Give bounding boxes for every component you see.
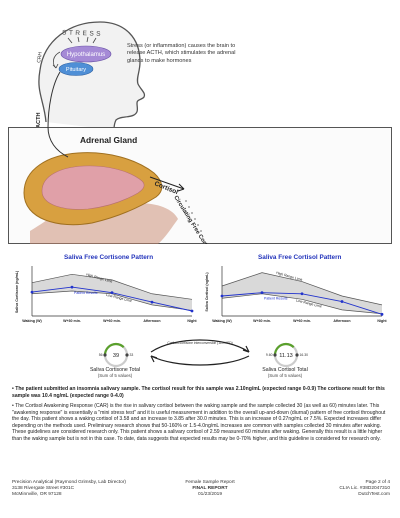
website-link[interactable]: DutchTest.com	[358, 492, 390, 498]
crh-label: CRH	[36, 51, 44, 63]
report-status: FINAL REPORT	[192, 486, 228, 492]
dial-high-value: 16.30	[300, 353, 309, 357]
hpa-illustration: STRESS Hypothalamus Pituitary CRH ACTH	[36, 21, 146, 130]
footer-report: Female Sample Report FINAL REPORT 01/23/…	[170, 480, 250, 499]
hypothalamus-label: Hypothalamus	[67, 52, 105, 58]
dial-high-value: 33	[130, 353, 134, 357]
footer-lab: Precision Analytical (Raymond Grimsby, L…	[12, 480, 162, 499]
dial-range-arc	[103, 342, 125, 356]
hpa-description: Stress (or inflammation) causes the brai…	[127, 43, 236, 64]
dial-low-marker	[103, 353, 107, 357]
x-tick-label: W+60 min.	[103, 319, 121, 323]
adrenal-gland-label: Adrenal Gland	[80, 135, 137, 145]
car-note: • The Cortisol Awakening Response (CAR) …	[12, 403, 386, 442]
dial-low-marker	[273, 353, 277, 357]
acth-label: ACTH	[36, 112, 42, 128]
y-axis-label: Saliva Cortisol (ng/mL)	[205, 272, 209, 312]
high-range-annotation: High Range Limit	[276, 271, 303, 282]
low-range-line	[221, 293, 383, 315]
x-tick-label: Night	[187, 319, 197, 323]
lab-address1: 3138 Rivergate Street #301C	[12, 486, 75, 492]
insomnia-note: • The patient submitted an insomnia sali…	[12, 386, 385, 399]
patient-results-annotation: Patient Results	[264, 297, 288, 301]
patient-point	[30, 290, 34, 294]
patient-results-annotation: Patient Results	[74, 291, 98, 295]
x-tick-label: Afternoon	[143, 319, 160, 323]
dial-low-value: 9.60	[266, 353, 273, 357]
x-tick-label: W+60 min.	[293, 319, 311, 323]
cortisol-chart-title: Saliva Free Cortisol Pattern	[258, 254, 342, 261]
cortisone-chart: Waking (W) W+30 min. W+60 min. Afternoon Nig…	[15, 266, 197, 323]
x-tick-label: Waking (W)	[22, 319, 42, 323]
dial-range-arc	[273, 342, 295, 356]
circulating-cortisol-label: Circulating Free Cortisol	[172, 195, 213, 244]
pituitary-label: Pituitary	[66, 67, 86, 73]
cortisone-chart-title: Saliva Free Cortisone Pattern	[64, 254, 154, 261]
cortisone-dial: 39 56 33	[99, 342, 134, 368]
y-axis-label: Saliva Cortisone (ng/mL)	[15, 270, 19, 313]
high-range-line	[31, 273, 193, 300]
low-range-annotation: Low Range Limit	[106, 293, 132, 303]
clia-number: CLIA Lic. #38D2047310	[339, 486, 390, 492]
patient-point	[260, 291, 264, 295]
patient-point	[340, 300, 344, 303]
patient-point	[380, 312, 384, 316]
cortisol-dial-label: Saliva Cortisol Total	[262, 367, 308, 373]
cortisol-particles	[185, 200, 202, 232]
x-tick-label: W+30 min.	[63, 319, 81, 323]
dial-high-marker	[295, 353, 299, 357]
dial-low-value: 56	[99, 353, 103, 357]
patient-point	[110, 291, 114, 295]
hypothalamus-shape	[60, 45, 112, 63]
patient-point	[150, 300, 154, 304]
interconversion-caption: Cortisol-cortisone interconversion (11b-…	[167, 341, 232, 345]
lab-name: Precision Analytical (Raymond Grimsby, L…	[12, 480, 127, 485]
report-date: 01/23/2019	[197, 492, 222, 498]
car-note-text: The Cortisol Awakening Response (CAR) is…	[12, 403, 386, 442]
dial-value: 39	[113, 353, 119, 359]
high-range-annotation: High Range Limit	[86, 272, 113, 283]
cortisone-dial-sub: (Sum of 5 values)	[97, 373, 133, 378]
cortisol-dial: 11.13 9.60 16.30	[266, 342, 309, 368]
cortisol-chart: Waking (W) W+30 min. W+60 min. Afternoon Nig…	[205, 266, 387, 323]
patient-point	[190, 309, 194, 313]
head-silhouette	[38, 21, 146, 130]
x-tick-label: Afternoon	[333, 319, 350, 323]
report-title: Female Sample Report	[185, 480, 235, 485]
high-range-line	[221, 272, 383, 306]
footer-meta: Page 2 of 4 CLIA Lic. #38D2047310 DutchT…	[300, 480, 390, 499]
stress-label: STRESS	[62, 29, 103, 37]
patient-point	[70, 285, 74, 289]
x-tick-label: Night	[377, 319, 387, 323]
dial-high-marker	[125, 353, 129, 357]
page-number: Page 2 of 4	[365, 480, 390, 485]
pituitary-shape	[58, 62, 94, 76]
patient-point	[220, 294, 224, 298]
cortisol-dial-sub: (Sum of 5 values)	[267, 373, 303, 378]
adrenal-illustration: Adrenal Gland Cortisol Circulating Free …	[23, 127, 213, 244]
dial-value: 11.13	[279, 353, 293, 359]
lab-address2: McMinnville, OR 97128	[12, 492, 62, 498]
x-tick-label: Waking (W)	[212, 319, 232, 323]
low-range-annotation: Low Range Limit	[296, 298, 322, 308]
interconversion-arrows: Cortisol-cortisone interconversion (11b-…	[150, 339, 250, 366]
x-tick-label: W+30 min.	[253, 319, 271, 323]
insomnia-note-text: The patient submitted an insomnia saliva…	[12, 386, 385, 399]
adrenal-gland-inner	[41, 165, 145, 210]
patient-point	[300, 292, 304, 296]
cortisone-dial-label: Saliva Cortisone Total	[89, 367, 141, 373]
